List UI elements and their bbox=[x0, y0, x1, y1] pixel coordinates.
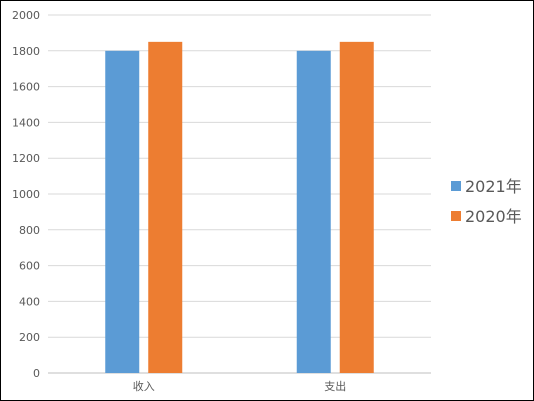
y-tick-label: 400 bbox=[19, 295, 40, 308]
bar-series2-cat1 bbox=[148, 41, 183, 373]
legend-swatch bbox=[451, 211, 461, 221]
y-tick-label: 1600 bbox=[12, 81, 40, 94]
y-tick-label: 1200 bbox=[12, 152, 40, 165]
y-tick-label: 1400 bbox=[12, 116, 40, 129]
y-tick-label: 600 bbox=[19, 260, 40, 273]
x-category-label: 收入 bbox=[133, 379, 155, 393]
y-axis-tick-labels: 0 200 400 600 800 1000 1200 1400 1600 1800 2000 bbox=[12, 9, 40, 380]
y-tick-label: 200 bbox=[19, 331, 40, 344]
y-tick-label: 1000 bbox=[12, 188, 40, 201]
legend: 2021年 2020年 bbox=[451, 177, 522, 226]
legend-label: 2021年 bbox=[465, 177, 522, 196]
bars bbox=[105, 41, 374, 374]
legend-swatch bbox=[451, 181, 461, 191]
y-tick-label: 800 bbox=[19, 224, 40, 237]
bar-series2-cat2 bbox=[339, 41, 374, 373]
x-axis-category-labels: 收入 支出 bbox=[133, 379, 347, 393]
x-category-label: 支出 bbox=[324, 379, 346, 393]
y-tick-label: 0 bbox=[33, 367, 40, 380]
legend-label: 2020年 bbox=[465, 207, 522, 226]
bar-series1-cat1 bbox=[105, 50, 140, 374]
bar-series1-cat2 bbox=[296, 50, 331, 374]
y-tick-label: 2000 bbox=[12, 9, 40, 22]
y-tick-label: 1800 bbox=[12, 45, 40, 58]
